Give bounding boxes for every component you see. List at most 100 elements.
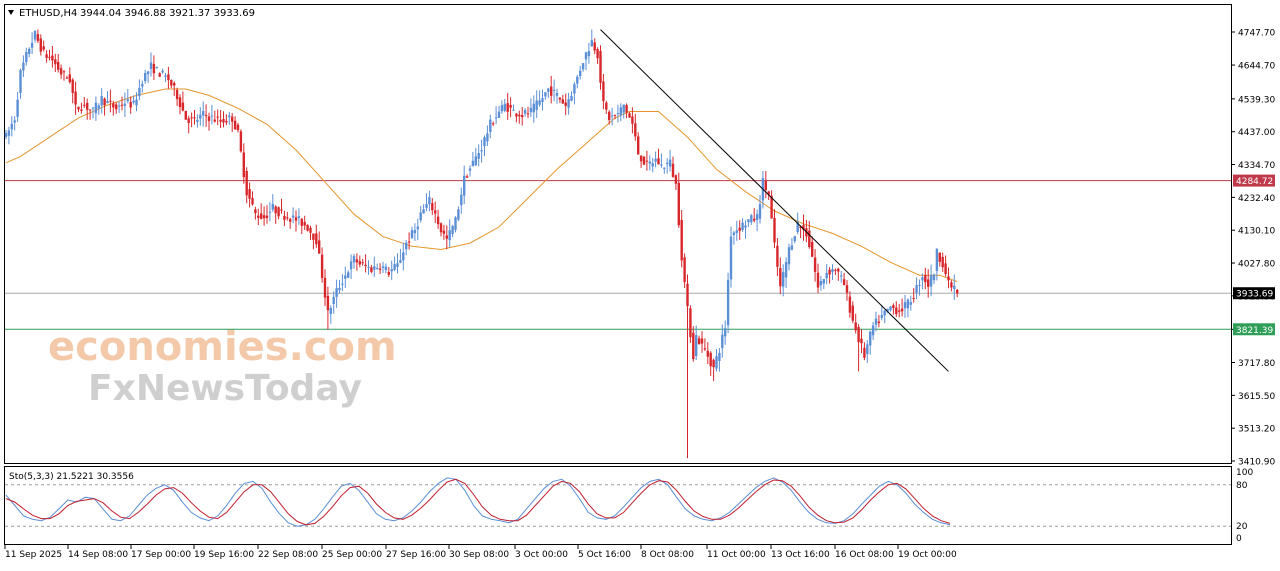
candle-body	[59, 68, 63, 75]
candle-body	[457, 209, 460, 220]
candle	[811, 236, 814, 258]
candle	[465, 174, 469, 179]
candle	[628, 112, 631, 118]
candle	[434, 201, 437, 223]
price-tick-label: 4334.70	[1238, 161, 1275, 171]
candle-body	[239, 131, 243, 152]
time-tick-label: 11 Oct 00:00	[707, 550, 766, 560]
candle-body	[141, 83, 144, 87]
candle	[584, 51, 588, 70]
stoch-main-line[interactable]	[5, 477, 951, 527]
candle-body	[251, 198, 254, 205]
candle	[36, 29, 40, 43]
candle-body	[465, 176, 469, 178]
candle	[860, 329, 863, 354]
candle	[13, 116, 16, 131]
candle	[616, 104, 620, 123]
candle-body	[370, 267, 373, 272]
candle-body	[236, 124, 240, 131]
candle-body	[222, 118, 225, 123]
candle	[689, 305, 692, 343]
candle	[378, 263, 382, 275]
candle-body	[170, 79, 173, 86]
candle-body	[338, 287, 341, 291]
candle-body	[277, 207, 280, 217]
candle-body	[819, 281, 823, 286]
candle	[216, 109, 219, 126]
candle-body	[906, 299, 910, 309]
candle-body	[590, 40, 593, 47]
candle-body	[280, 209, 283, 211]
time-tick-label: 30 Sep 08:00	[449, 550, 509, 560]
candle	[97, 103, 100, 115]
candle	[718, 348, 721, 372]
candle-body	[735, 230, 738, 233]
candle-body	[381, 266, 385, 268]
candle-body	[779, 268, 782, 287]
candle-body	[123, 103, 127, 106]
candle-body	[747, 219, 750, 223]
candle	[695, 325, 698, 360]
candle	[233, 116, 237, 130]
candle-body	[320, 254, 324, 278]
candle	[91, 107, 95, 119]
candle	[231, 113, 234, 132]
candle	[547, 88, 550, 98]
candle-body	[428, 197, 431, 205]
candle	[106, 91, 109, 104]
candle-body	[616, 113, 620, 115]
candle-body	[932, 274, 936, 281]
candle	[793, 235, 796, 244]
candle	[399, 248, 402, 264]
candle	[257, 208, 260, 225]
candle-body	[483, 137, 486, 147]
candle	[393, 256, 396, 272]
candle	[567, 92, 570, 115]
candle	[25, 47, 28, 66]
candle	[599, 45, 602, 90]
candle	[100, 88, 103, 114]
candle-body	[120, 104, 124, 106]
candle	[529, 98, 533, 117]
candle-body	[117, 105, 121, 107]
candle-body	[271, 203, 274, 210]
candle-body	[39, 38, 42, 52]
candle	[320, 247, 324, 283]
candle	[538, 90, 541, 107]
candle-body	[448, 230, 451, 241]
candle-body	[753, 218, 756, 221]
candle-body	[74, 91, 77, 105]
stoch-signal-line[interactable]	[5, 478, 951, 526]
candle-body	[526, 113, 530, 115]
candle	[561, 95, 564, 104]
candle-body	[892, 305, 895, 309]
candle	[921, 273, 924, 290]
candle-body	[204, 115, 208, 117]
candle	[489, 114, 492, 139]
candle	[431, 198, 434, 216]
candle-body	[16, 99, 19, 117]
candle-body	[399, 260, 402, 263]
candle-body	[312, 233, 315, 240]
trendline[interactable]	[600, 29, 949, 372]
candle-body	[712, 359, 715, 368]
candle	[790, 237, 794, 251]
candle-body	[828, 269, 831, 275]
candle	[190, 112, 193, 128]
level-label-box-current	[1233, 287, 1275, 300]
candle-body	[196, 119, 199, 122]
candle-body	[837, 268, 840, 272]
price-tick-label: 3410.90	[1238, 458, 1275, 468]
candle-body	[257, 215, 260, 218]
stoch-tick-label: 0	[1236, 534, 1242, 544]
candle	[854, 313, 857, 334]
candle-body	[941, 256, 944, 268]
candle	[477, 144, 480, 167]
candle	[309, 225, 312, 240]
candle	[927, 269, 930, 298]
candle	[225, 114, 228, 126]
time-axis: 11 Sep 2025 14 Sep 08:00 17 Sep 00:00 19 Se…	[4, 545, 957, 560]
candle	[384, 263, 388, 274]
candle-body	[7, 130, 11, 136]
chevron-down-icon[interactable]	[8, 10, 14, 15]
